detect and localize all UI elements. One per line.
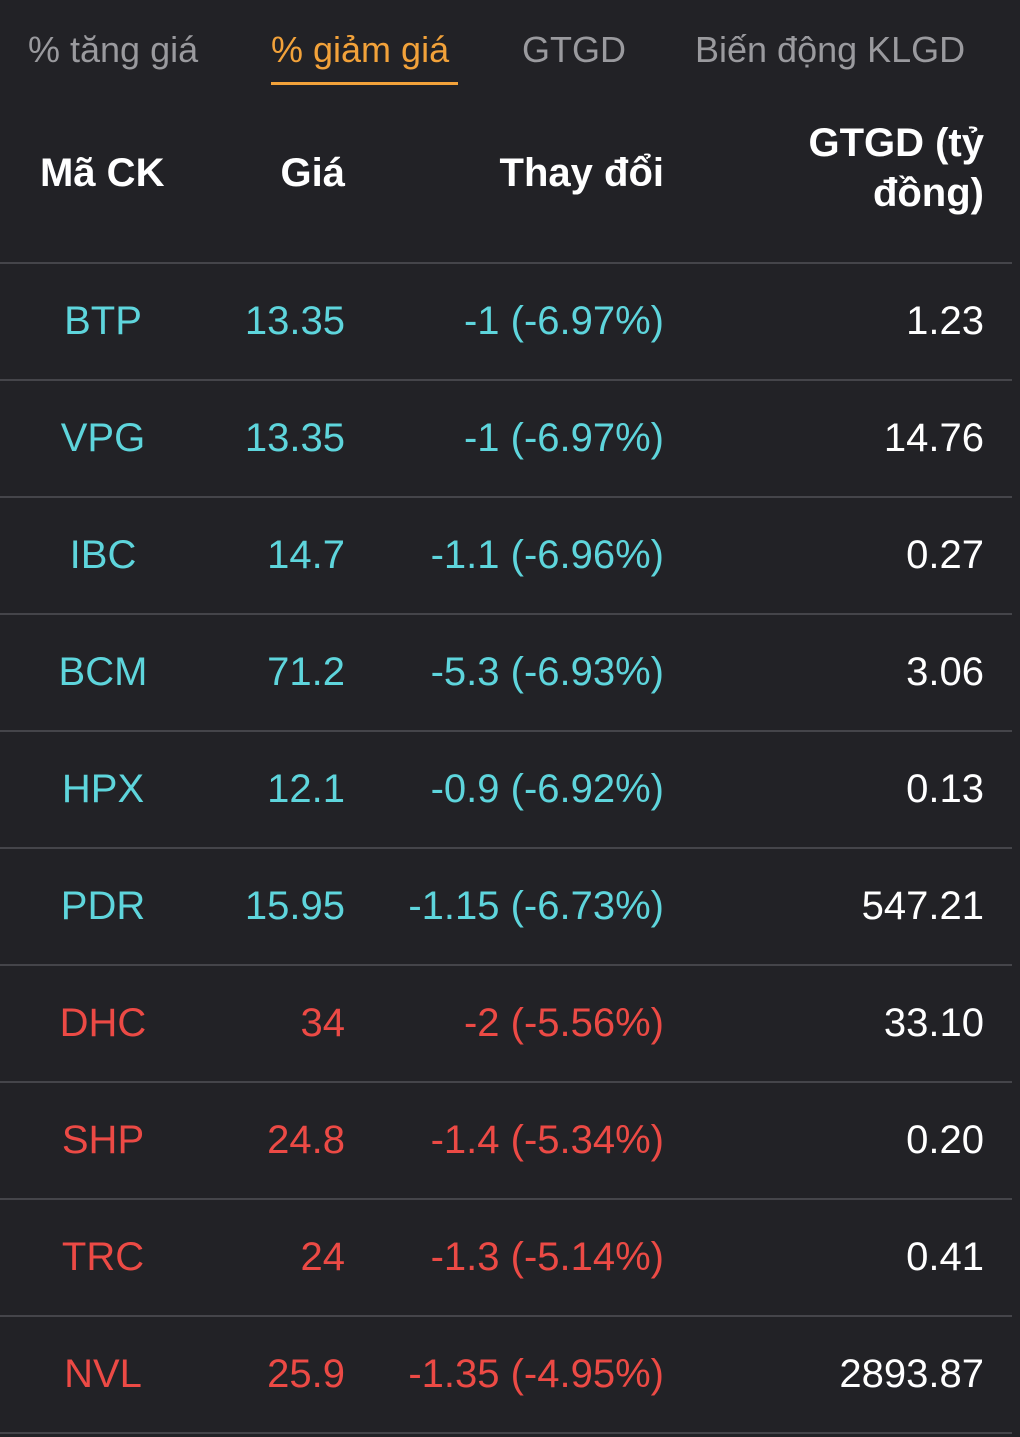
stock-code[interactable]: SHP: [61, 1118, 145, 1162]
tab-bar: % tăng giá % giảm giá GTGD Biến động KLG…: [0, 0, 1020, 100]
price-change: -1 (-6.97%): [463, 416, 664, 460]
trading-value: 0.41: [906, 1235, 984, 1279]
price-change: -1.35 (-4.95%): [408, 1352, 664, 1396]
header-price: Giá: [280, 151, 345, 195]
trading-value: 2893.87: [839, 1352, 984, 1396]
stock-code[interactable]: BCM: [58, 650, 148, 694]
stock-code[interactable]: NVL: [64, 1352, 142, 1396]
header-value: GTGD (tỷ đồng): [724, 118, 984, 218]
trading-value: 14.76: [883, 416, 984, 460]
stock-price: 13.35: [244, 416, 345, 460]
stock-price: 13.35: [244, 299, 345, 343]
table-row[interactable]: IBC 14.7 -1.1 (-6.96%) 0.27: [0, 498, 1012, 615]
price-change: -1.4 (-5.34%): [430, 1118, 664, 1162]
active-tab-indicator: [271, 82, 458, 85]
trading-value: 0.27: [906, 533, 984, 577]
price-change: -2 (-5.56%): [463, 1001, 664, 1045]
table-row[interactable]: TRC 24 -1.3 (-5.14%) 0.41: [0, 1200, 1012, 1317]
stock-code[interactable]: DHC: [59, 1001, 147, 1045]
header-code: Mã CK: [40, 151, 165, 195]
tab-trading-value[interactable]: GTGD: [522, 29, 626, 70]
stock-price: 25.9: [267, 1352, 345, 1396]
trading-value: 0.20: [906, 1118, 984, 1162]
table-row[interactable]: BTP 13.35 -1 (-6.97%) 1.23: [0, 264, 1012, 381]
stock-code[interactable]: HPX: [61, 767, 145, 811]
trading-value: 547.21: [861, 884, 984, 928]
price-change: -1.3 (-5.14%): [430, 1235, 664, 1279]
price-change: -1 (-6.97%): [463, 299, 664, 343]
tab-volume-change[interactable]: Biến động KLGD: [695, 29, 966, 70]
header-divider: [0, 262, 1012, 264]
table-row[interactable]: HPX 12.1 -0.9 (-6.92%) 0.13: [0, 732, 1012, 849]
stock-code[interactable]: IBC: [69, 533, 137, 577]
trading-value: 3.06: [906, 650, 984, 694]
table-body: BTP 13.35 -1 (-6.97%) 1.23 VPG 13.35 -1 (-6.97…: [0, 264, 1012, 1434]
stock-price: 34: [300, 1001, 346, 1045]
stock-price: 71.2: [267, 650, 345, 694]
table-row[interactable]: DHC 34 -2 (-5.56%) 33.10: [0, 966, 1012, 1083]
stock-price: 15.95: [244, 884, 345, 928]
table-row[interactable]: PDR 15.95 -1.15 (-6.73%) 547.21: [0, 849, 1012, 966]
table-row[interactable]: NVL 25.9 -1.35 (-4.95%) 2893.87: [0, 1317, 1012, 1434]
price-change: -1.1 (-6.96%): [430, 533, 664, 577]
stock-code[interactable]: BTP: [64, 299, 142, 343]
header-change: Thay đổi: [499, 151, 664, 195]
stock-price: 12.1: [267, 767, 345, 811]
stock-code[interactable]: PDR: [60, 884, 146, 928]
price-change: -0.9 (-6.92%): [430, 767, 664, 811]
tab-top-gainers[interactable]: % tăng giá: [28, 29, 199, 70]
trading-value: 1.23: [906, 299, 984, 343]
trading-value: 33.10: [883, 1001, 984, 1045]
table-row[interactable]: SHP 24.8 -1.4 (-5.34%) 0.20: [0, 1083, 1012, 1200]
price-change: -5.3 (-6.93%): [430, 650, 664, 694]
stock-code[interactable]: TRC: [61, 1235, 145, 1279]
stock-price: 24: [300, 1235, 346, 1279]
header-value-line1: GTGD (tỷ: [808, 121, 984, 165]
table-row[interactable]: BCM 71.2 -5.3 (-6.93%) 3.06: [0, 615, 1012, 732]
price-change: -1.15 (-6.73%): [408, 884, 664, 928]
table-header: Mã CK Giá Thay đổi GTGD (tỷ đồng): [0, 100, 1012, 263]
stock-price: 14.7: [267, 533, 345, 577]
table-row[interactable]: VPG 13.35 -1 (-6.97%) 14.76: [0, 381, 1012, 498]
trading-value: 0.13: [906, 767, 984, 811]
stock-price: 24.8: [267, 1118, 345, 1162]
tab-top-losers[interactable]: % giảm giá: [271, 29, 450, 70]
header-value-line2: đồng): [872, 171, 984, 215]
stock-code[interactable]: VPG: [60, 416, 146, 460]
